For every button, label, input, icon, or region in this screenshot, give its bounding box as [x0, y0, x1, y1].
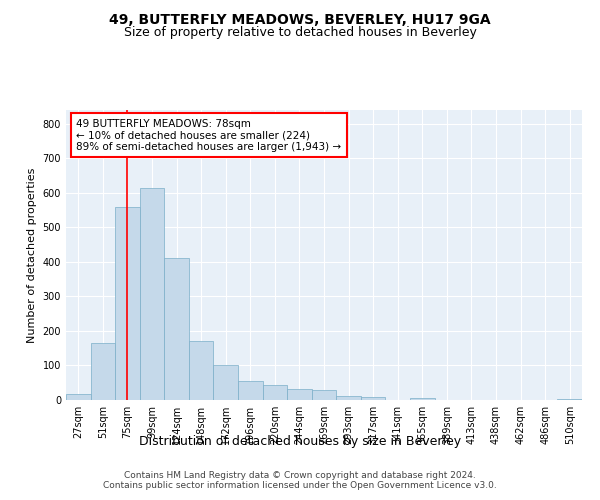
Bar: [66, 394, 91, 400]
Bar: [238, 381, 263, 400]
Bar: [140, 188, 164, 400]
Bar: [557, 398, 582, 400]
Bar: [287, 388, 312, 400]
Bar: [263, 385, 287, 400]
Text: Contains HM Land Registry data © Crown copyright and database right 2024.
Contai: Contains HM Land Registry data © Crown c…: [103, 470, 497, 490]
Text: Size of property relative to detached houses in Beverley: Size of property relative to detached ho…: [124, 26, 476, 39]
Bar: [214, 365, 238, 400]
Y-axis label: Number of detached properties: Number of detached properties: [27, 168, 37, 342]
Text: 49, BUTTERFLY MEADOWS, BEVERLEY, HU17 9GA: 49, BUTTERFLY MEADOWS, BEVERLEY, HU17 9G…: [109, 12, 491, 26]
Text: Distribution of detached houses by size in Beverley: Distribution of detached houses by size …: [139, 435, 461, 448]
Bar: [164, 258, 189, 400]
Text: 49 BUTTERFLY MEADOWS: 78sqm
← 10% of detached houses are smaller (224)
89% of se: 49 BUTTERFLY MEADOWS: 78sqm ← 10% of det…: [76, 118, 341, 152]
Bar: [361, 397, 385, 400]
Bar: [410, 398, 434, 400]
Bar: [312, 390, 336, 400]
Bar: [189, 342, 214, 400]
Bar: [336, 396, 361, 400]
Bar: [115, 206, 140, 400]
Bar: [91, 343, 115, 400]
